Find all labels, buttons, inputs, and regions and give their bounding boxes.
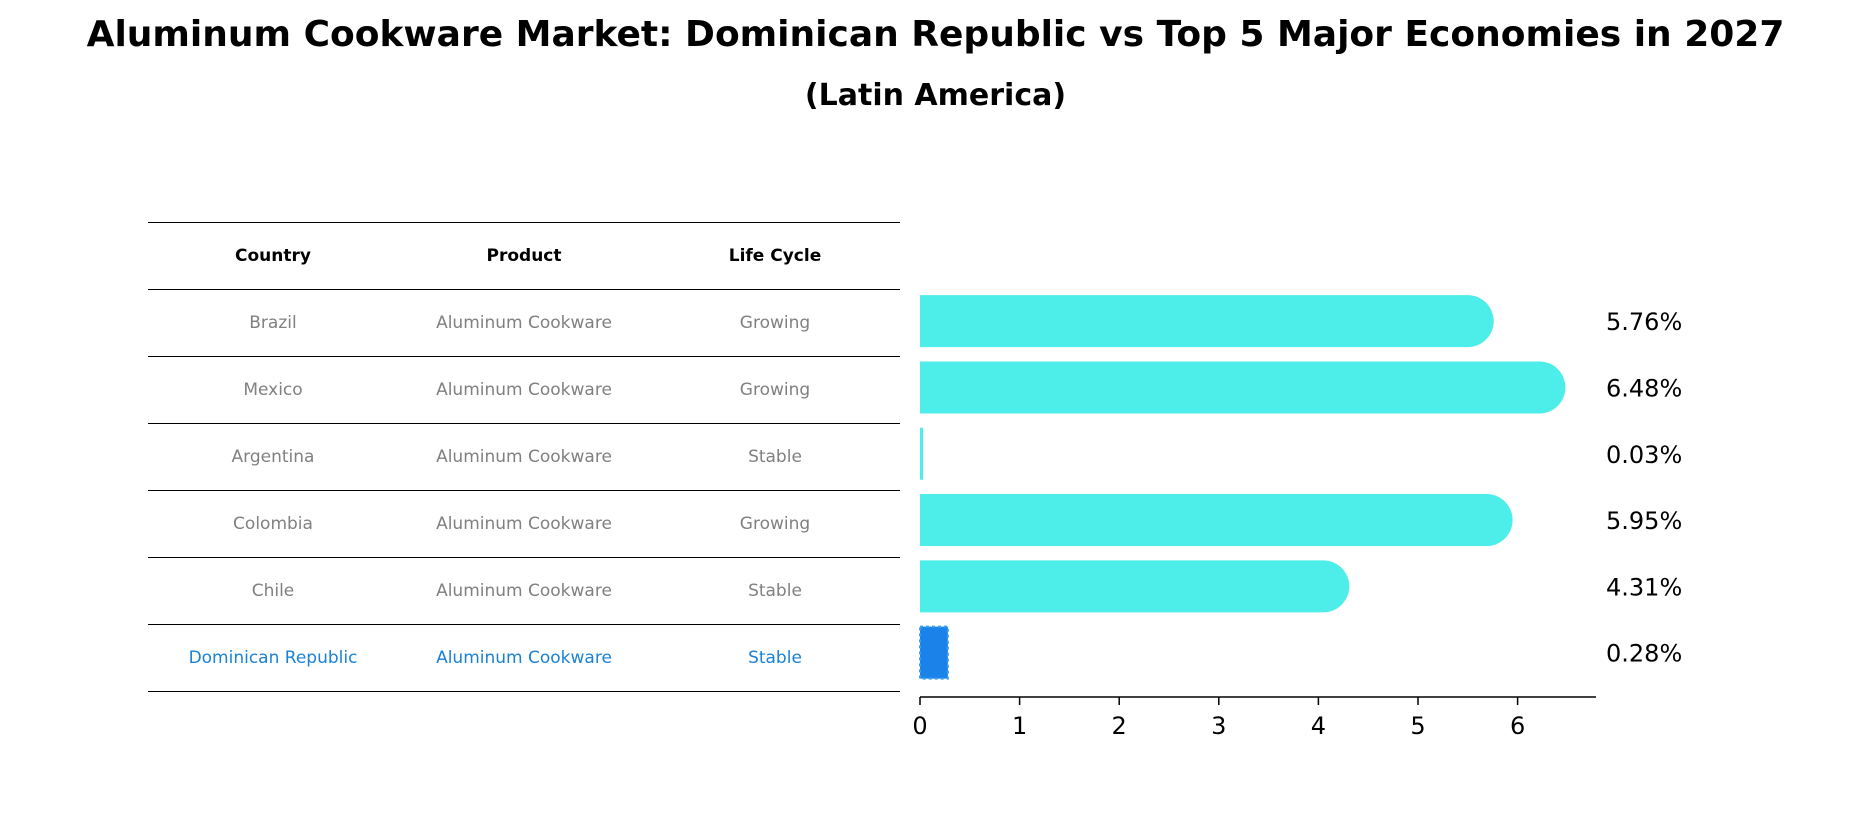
bar — [919, 361, 1566, 414]
table-row: Chile Aluminum Cookware Stable — [148, 557, 900, 625]
cell-life-cycle: Growing — [650, 356, 900, 424]
market-table: Country Product Life Cycle Brazil Alumin… — [148, 222, 900, 692]
table-header-row: Country Product Life Cycle — [148, 222, 900, 290]
cell-country: Argentina — [148, 423, 398, 491]
bar — [920, 295, 1494, 348]
bar — [920, 427, 923, 480]
header-life-cycle: Life Cycle — [650, 222, 900, 290]
table-row: Mexico Aluminum Cookware Growing — [148, 356, 900, 424]
data-label: 5.95% — [1606, 507, 1682, 535]
data-label: 4.31% — [1606, 573, 1682, 601]
chart-subtitle: (Latin America) — [804, 78, 1067, 113]
x-tick-label: 5 — [1410, 712, 1425, 740]
bar — [920, 494, 1513, 547]
header-product: Product — [398, 222, 650, 290]
cell-product: Aluminum Cookware — [398, 356, 650, 424]
data-label: 0.03% — [1606, 441, 1682, 469]
header-country: Country — [148, 222, 398, 290]
table-row-highlight: Dominican Republic Aluminum Cookware Sta… — [148, 624, 900, 692]
cell-country: Mexico — [148, 356, 398, 424]
cell-product: Aluminum Cookware — [398, 423, 650, 491]
cell-country: Brazil — [148, 289, 398, 357]
table-row: Colombia Aluminum Cookware Growing — [148, 490, 900, 558]
cell-life-cycle: Stable — [650, 624, 900, 692]
data-label: 0.28% — [1606, 640, 1682, 668]
x-tick-label: 2 — [1112, 712, 1127, 740]
bar — [920, 560, 1350, 613]
cell-country: Dominican Republic — [148, 624, 398, 692]
table-row: Argentina Aluminum Cookware Stable — [148, 423, 900, 491]
cell-life-cycle: Growing — [650, 490, 900, 558]
bar-highlight — [919, 625, 949, 680]
cell-country: Colombia — [148, 490, 398, 558]
cell-life-cycle: Growing — [650, 289, 900, 357]
chart-title: Aluminum Cookware Market: Dominican Repu… — [86, 14, 1785, 55]
cell-life-cycle: Stable — [650, 423, 900, 491]
cell-product: Aluminum Cookware — [398, 490, 650, 558]
x-tick-label: 0 — [912, 712, 927, 740]
x-tick-label: 3 — [1211, 712, 1226, 740]
cell-life-cycle: Stable — [650, 557, 900, 625]
data-label: 6.48% — [1606, 374, 1682, 402]
cell-product: Aluminum Cookware — [398, 289, 650, 357]
data-label: 5.76% — [1606, 308, 1682, 336]
x-tick-label: 4 — [1311, 712, 1326, 740]
cell-product: Aluminum Cookware — [398, 624, 650, 692]
x-tick-label: 1 — [1012, 712, 1027, 740]
x-tick-label: 6 — [1510, 712, 1525, 740]
cell-country: Chile — [148, 557, 398, 625]
table-row: Brazil Aluminum Cookware Growing — [148, 289, 900, 357]
